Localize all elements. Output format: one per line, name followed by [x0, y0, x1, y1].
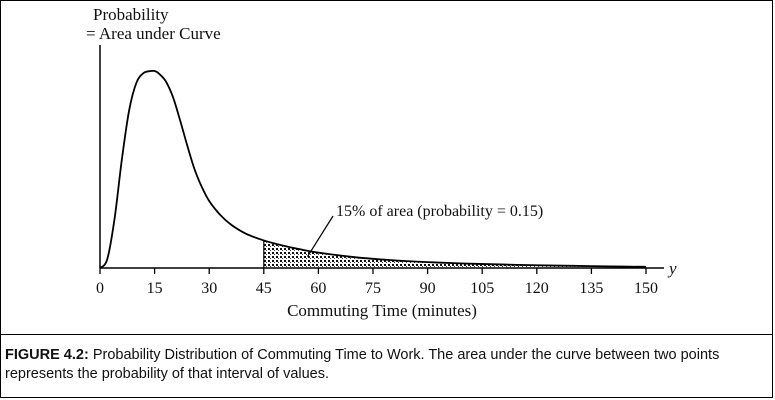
- caption-divider: [1, 334, 772, 335]
- y-axis-label-line-1: Probability: [93, 5, 169, 24]
- chart: Probability = Area under Curve 0 15 30 45 60…: [86, 5, 677, 320]
- annotation-text: 15% of area (probability = 0.15): [336, 203, 543, 220]
- x-tick-label-105: 105: [470, 280, 494, 297]
- x-axis-symbol: y: [667, 259, 677, 278]
- x-axis-label: Commuting Time (minutes): [287, 301, 477, 320]
- x-tick-label-150: 150: [634, 280, 658, 297]
- shaded-area: [263, 240, 646, 268]
- x-tick-label-0: 0: [96, 280, 104, 297]
- figure-caption: FIGURE 4.2: Probability Distribution of …: [5, 346, 770, 384]
- x-tick-label-120: 120: [525, 280, 549, 297]
- x-tick-label-15: 15: [147, 280, 163, 297]
- x-axis-ticks: [99, 268, 647, 274]
- x-tick-label-30: 30: [201, 280, 217, 297]
- x-axis-tick-labels: 0 15 30 45 60 75 90 105 120 135 150: [96, 280, 658, 297]
- annotation-pointer: [306, 215, 334, 257]
- x-tick-label-135: 135: [579, 280, 603, 297]
- y-axis-label-line-2: = Area under Curve: [86, 24, 221, 43]
- figure-label: FIGURE 4.2:: [5, 347, 89, 363]
- x-tick-label-60: 60: [310, 280, 326, 297]
- x-tick-label-90: 90: [420, 280, 436, 297]
- x-tick-label-45: 45: [256, 280, 272, 297]
- caption-text: Probability Distribution of Commuting Ti…: [5, 347, 720, 382]
- distribution-curve: [99, 69, 647, 269]
- x-tick-label-75: 75: [365, 280, 381, 297]
